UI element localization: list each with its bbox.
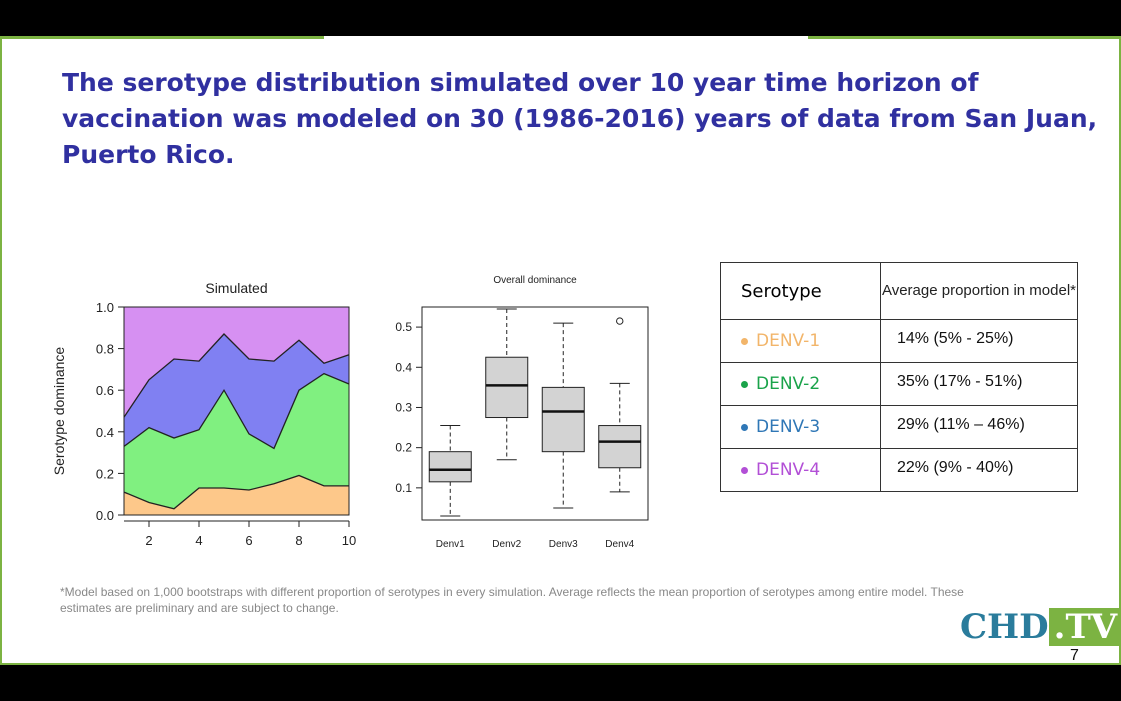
y-tick-label: 0.2 [96, 466, 114, 481]
x-tick-label: Denv1 [436, 539, 465, 550]
x-tick-label: Denv2 [492, 539, 521, 550]
box [485, 356, 529, 419]
x-tick-label: 4 [195, 533, 202, 548]
box [598, 425, 642, 469]
serotype-dot-icon [741, 337, 748, 345]
footnote: *Model based on 1,000 bootstraps with di… [60, 585, 964, 615]
y-tick-label: 0.3 [395, 400, 412, 414]
overall-dominance-box-chart: Overall dominance Denv1 Denv2 Denv3 Denv4 0.1… [395, 275, 649, 550]
table-header-average: Average proportion in model* [880, 262, 1078, 320]
average-proportion-cell: 14% (5% - 25%) [880, 319, 1078, 363]
serotype-dot-icon [741, 423, 748, 431]
chdtv-logo: CHD .TV [960, 607, 1121, 647]
y-tick-label: 0.8 [96, 342, 114, 357]
logo-tv-text: .TV [1048, 608, 1121, 646]
x-tick-label: 6 [245, 533, 252, 548]
serotype-label: DENV-4 [756, 460, 821, 480]
table-row: DENV-1 14% (5% - 25%) [720, 319, 1078, 363]
serotype-cell: DENV-1 [720, 319, 881, 363]
serotype-label: DENV-1 [756, 331, 821, 351]
area-series [124, 334, 349, 449]
box [541, 386, 585, 453]
serotype-table: Serotype Average proportion in model* DE… [720, 262, 1078, 492]
x-tick-label: 2 [145, 533, 152, 548]
area-series [124, 373, 349, 509]
table-row: DENV-4 22% (9% - 40%) [720, 448, 1078, 492]
y-tick-label: 0.4 [96, 425, 114, 440]
x-tick-label: Denv3 [549, 539, 578, 550]
serotype-label: DENV-3 [756, 417, 821, 437]
area-series [124, 307, 349, 418]
chart-title: Overall dominance [493, 275, 577, 286]
x-tick-label: 10 [342, 533, 356, 548]
table-header-row: Serotype Average proportion in model* [720, 262, 1078, 320]
y-tick-label: 0.6 [96, 383, 114, 398]
chart-title: Simulated [205, 280, 267, 296]
serotype-cell: DENV-3 [720, 405, 881, 449]
area-boundary-line [123, 372, 350, 450]
box [428, 451, 472, 483]
y-axis-label: Serotype dominance [51, 347, 67, 476]
serotype-dot-icon [741, 380, 748, 388]
table-row: DENV-2 35% (17% - 51%) [720, 362, 1078, 406]
y-tick-label: 1.0 [96, 300, 114, 315]
table-row: DENV-3 29% (11% – 46%) [720, 405, 1078, 449]
simulated-area-chart: Simulated 0.0 0.2 0.4 0.6 0.8 1.0 2 4 6 8 10 Serotyp… [51, 280, 356, 548]
x-tick-label: Denv4 [605, 539, 634, 550]
area-boundary-line [123, 333, 350, 418]
table-header-serotype: Serotype [720, 262, 881, 320]
serotype-dot-icon [741, 466, 748, 474]
slide: The serotype distribution simulated over… [0, 36, 1121, 665]
average-proportion-cell: 35% (17% - 51%) [880, 362, 1078, 406]
outlier-point [616, 317, 624, 325]
average-proportion-cell: 22% (9% - 40%) [880, 448, 1078, 492]
y-tick-label: 0.2 [395, 441, 412, 455]
area-boundary-line [123, 474, 349, 510]
plot-frame [123, 306, 350, 516]
average-proportion-cell: 29% (11% – 46%) [880, 405, 1078, 449]
plot-frame [421, 306, 649, 521]
slide-title: The serotype distribution simulated over… [62, 68, 1098, 169]
serotype-label: DENV-2 [756, 374, 821, 394]
logo-chd-text: CHD [960, 607, 1049, 647]
page-number: 7 [1070, 647, 1079, 664]
area-series [124, 475, 349, 515]
x-tick-label: 8 [295, 533, 302, 548]
slide-top-gap [324, 36, 808, 40]
y-tick-label: 0.1 [395, 481, 412, 495]
y-tick-label: 0.4 [395, 360, 412, 374]
y-tick-label: 0.0 [96, 508, 114, 523]
serotype-cell: DENV-4 [720, 448, 881, 492]
y-tick-label: 0.5 [395, 320, 412, 334]
serotype-cell: DENV-2 [720, 362, 881, 406]
